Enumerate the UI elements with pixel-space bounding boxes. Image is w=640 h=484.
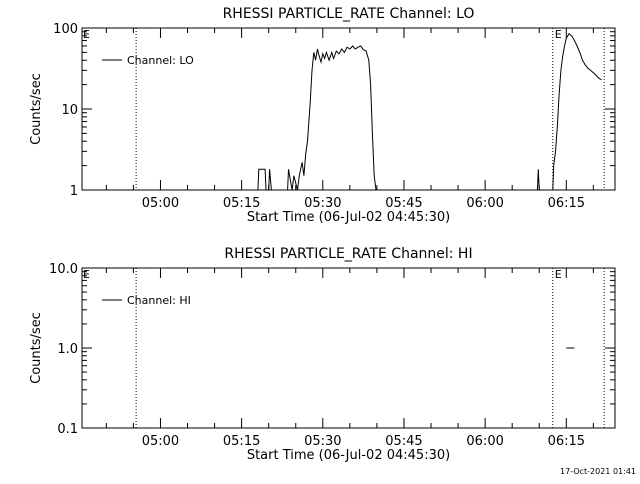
legend-label: Channel: HI xyxy=(127,294,191,307)
time-marker-label: E xyxy=(555,28,562,41)
x-tick-label: 05:30 xyxy=(304,434,341,449)
x-tick-label: 05:30 xyxy=(304,196,341,211)
x-tick-label: 05:00 xyxy=(142,434,179,449)
x-axis-label: Start Time (06-Jul-02 04:45:30) xyxy=(247,210,450,225)
left-marker-label: E xyxy=(83,28,90,41)
x-tick-label: 05:15 xyxy=(223,196,260,211)
series-line-segment xyxy=(257,168,272,191)
y-tick-label: 10.0 xyxy=(49,262,78,277)
left-marker-label: E xyxy=(83,268,90,281)
y-tick-label: 1 xyxy=(70,184,78,199)
x-tick-label: 06:15 xyxy=(548,196,585,211)
x-tick-label: 06:15 xyxy=(548,434,585,449)
y-tick-label: 0.1 xyxy=(57,422,78,437)
y-tick-label: 10 xyxy=(61,103,78,118)
chart-lo-channel: RHESSI PARTICLE_RATE Channel: LO 1 10 100 05… xyxy=(29,6,616,225)
x-tick-label: 05:15 xyxy=(223,434,260,449)
chart-title: RHESSI PARTICLE_RATE Channel: HI xyxy=(224,246,472,262)
y-tick-label: 100 xyxy=(53,22,78,37)
y-tick-label: 1.0 xyxy=(57,342,78,357)
x-tick-label: 05:45 xyxy=(385,434,422,449)
series-line-segment xyxy=(552,32,602,191)
chart-hi-channel: RHESSI PARTICLE_RATE Channel: HI 0.1 1.0 10… xyxy=(29,246,616,463)
series-line-segment xyxy=(536,169,540,191)
chart-title: RHESSI PARTICLE_RATE Channel: LO xyxy=(223,6,475,22)
y-axis-label: Counts/sec xyxy=(29,312,44,384)
series-line-segment xyxy=(287,45,377,191)
x-tick-label: 05:00 xyxy=(142,196,179,211)
footer-timestamp: 17-Oct-2021 01:41 xyxy=(560,467,636,476)
plot-frame xyxy=(81,27,616,191)
time-marker-label: E xyxy=(555,268,562,281)
x-axis-label: Start Time (06-Jul-02 04:45:30) xyxy=(247,448,450,463)
legend-label: Channel: LO xyxy=(127,54,194,67)
x-tick-label: 05:45 xyxy=(385,196,422,211)
x-tick-label: 06:00 xyxy=(466,434,503,449)
y-axis-label: Counts/sec xyxy=(29,73,44,145)
plot-frame xyxy=(81,267,616,429)
x-tick-label: 06:00 xyxy=(466,196,503,211)
